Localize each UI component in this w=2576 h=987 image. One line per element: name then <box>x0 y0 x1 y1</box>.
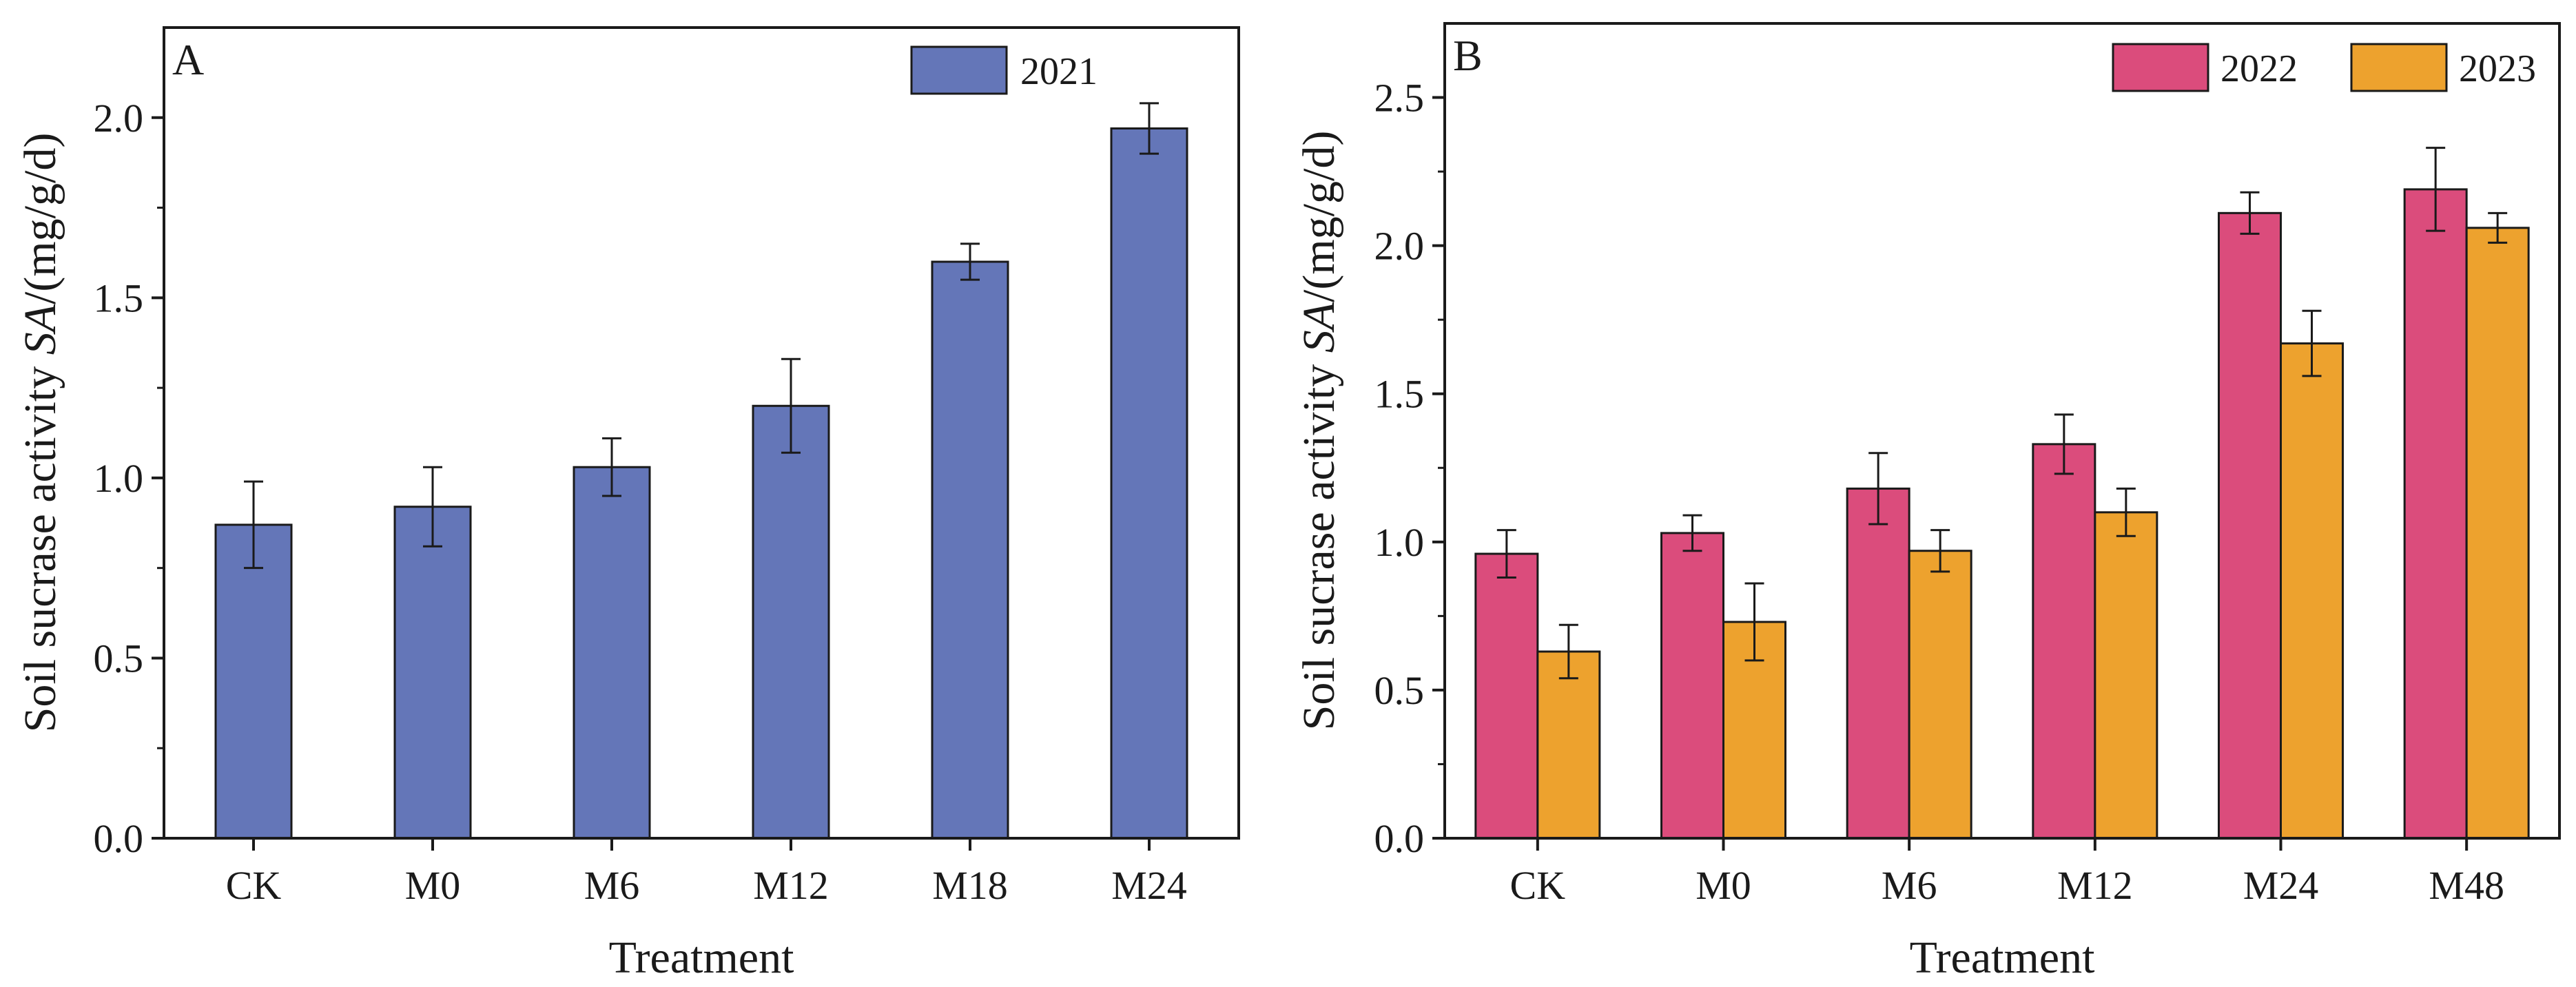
panel-b-xtick-label-M12: M12 <box>2057 863 2133 908</box>
panel-a-bar-2021-CK <box>214 523 293 840</box>
panel-b-yaxis-title: Soil sucrase activity SA/(mg/g/d) <box>1294 131 1344 731</box>
panel-b-legend-label-2022: 2022 <box>2220 48 2298 90</box>
panel-a-ytick-label: 0.5 <box>94 636 144 680</box>
panel-b-bar-2023-M24 <box>2280 342 2344 840</box>
panel-b-xtick-label-M0: M0 <box>1696 863 1751 908</box>
panel-b-xaxis-title: Treatment <box>1910 933 2095 983</box>
panel-b-legend-swatch-2022 <box>2112 43 2209 92</box>
panel-a-xtick-label-M12: M12 <box>753 863 829 908</box>
panel-b-bar-2023-CK <box>1536 650 1601 840</box>
panel-a-xtick-label-M18: M18 <box>932 863 1008 908</box>
panel-b-bar-2022-M0 <box>1660 532 1724 840</box>
panel-b-ytick-label: 2.0 <box>1374 224 1425 269</box>
panel-b-plot-frame <box>1443 22 2561 840</box>
panel-b-ytick-label: 1.0 <box>1374 520 1425 565</box>
panel-b-legend-swatch-2023 <box>2350 43 2448 92</box>
panel-b-bar-2023-M48 <box>2465 227 2530 840</box>
panel-b-xtick-label-M48: M48 <box>2429 863 2504 908</box>
panel-b-chart: 0.0 0.5 1.0 1.5 2.0 2.5 CK M0 M6 M12 M24 M48 Treatme… <box>1294 22 2561 983</box>
panel-b-xtick-label-M24: M24 <box>2243 863 2319 908</box>
panel-a-letter: A <box>172 35 204 84</box>
panel-b-bar-2023-M6 <box>1908 550 1972 840</box>
panel-a-xtick-label-M0: M0 <box>405 863 461 908</box>
panel-a-ytick-label: 2.0 <box>94 96 144 141</box>
panel-b-xtick-label-CK: CK <box>1510 863 1566 908</box>
panel-b-bar-2022-M24 <box>2218 211 2282 840</box>
panel-b-bar-2022-M48 <box>2403 188 2468 840</box>
panel-a-bar-2021-M18 <box>931 260 1009 840</box>
panel-b-bar-2022-M6 <box>1846 487 1910 840</box>
panel-a-xaxis-title: Treatment <box>609 933 794 983</box>
panel-a-legend-swatch-2021 <box>910 45 1008 95</box>
panel-a-plot-frame <box>163 26 1240 840</box>
panel-b-bar-2023-M12 <box>2094 511 2158 840</box>
panel-a-ytick-label: 1.0 <box>94 456 144 501</box>
panel-b-letter: B <box>1453 31 1483 80</box>
panel-a-xtick-label-M6: M6 <box>584 863 640 908</box>
panel-a-bar-2021-M0 <box>393 506 472 840</box>
panel-a-ytick-label: 1.5 <box>94 276 144 320</box>
panel-a-bar-2021-M6 <box>573 466 651 840</box>
panel-b-legend-label-2023: 2023 <box>2459 48 2536 90</box>
panel-b-bar-2023-M0 <box>1722 621 1786 840</box>
panel-a-bar-2021-M24 <box>1110 127 1188 840</box>
panel-b-bar-2022-CK <box>1474 552 1539 840</box>
panel-a-xtick-label-CK: CK <box>226 863 282 908</box>
panel-b-ytick-label: 2.5 <box>1374 76 1425 121</box>
panel-a-ytick-label: 0.0 <box>94 816 144 861</box>
panel-a-legend-label-2021: 2021 <box>1020 50 1098 93</box>
panel-a-xtick-label-M24: M24 <box>1111 863 1187 908</box>
panel-b-bar-2022-M12 <box>2032 443 2096 840</box>
panel-a-chart: 0.0 0.5 1.0 1.5 2.0 CK M0 M6 M12 M18 M24 Treatment S… <box>15 26 1240 983</box>
panel-a-yaxis-title: Soil sucrase activity SA/(mg/g/d) <box>15 133 65 733</box>
panel-b-xtick-label-M6: M6 <box>1882 863 1937 908</box>
panel-b-ytick-label: 1.5 <box>1374 372 1425 417</box>
panel-a-bar-2021-M12 <box>752 404 830 840</box>
panel-b-ytick-label: 0.0 <box>1374 816 1425 861</box>
panel-b-ytick-label: 0.5 <box>1374 668 1425 713</box>
